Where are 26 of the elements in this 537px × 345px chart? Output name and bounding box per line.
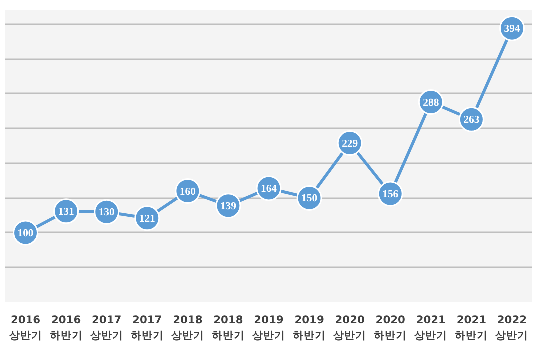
x-tick-label: 2018 상반기 — [171, 314, 204, 342]
data-label: 156 — [382, 190, 400, 201]
x-tick-label: 2021 상반기 — [414, 314, 448, 342]
x-tick-label: 2020 상반기 — [334, 314, 367, 342]
data-label: 229 — [342, 138, 358, 150]
x-tick-label: 2018 하반기 — [212, 314, 245, 342]
data-label: 164 — [261, 184, 278, 195]
data-label: 130 — [98, 208, 115, 219]
data-label: 139 — [220, 201, 236, 212]
data-label: 131 — [58, 206, 74, 218]
x-tick-label: 2016 상반기 — [9, 314, 42, 342]
x-tick-label: 2019 하반기 — [293, 314, 326, 342]
data-label: 288 — [423, 98, 440, 109]
x-tick-label: 2022 상반기 — [496, 314, 529, 342]
x-tick-label: 2016 하반기 — [50, 314, 83, 342]
x-tick-label: 2017 상반기 — [90, 314, 124, 342]
data-label: 150 — [302, 194, 318, 205]
data-label: 160 — [180, 186, 196, 198]
data-label: 100 — [18, 228, 34, 240]
data-label: 121 — [139, 214, 156, 225]
data-label: 263 — [464, 115, 480, 126]
x-tick-label: 2019 상반기 — [252, 314, 286, 342]
x-tick-label: 2017 하반기 — [130, 314, 164, 342]
x-tick-label: 2020 하반기 — [374, 314, 408, 342]
x-tick-label: 2021 하반기 — [455, 314, 488, 342]
data-label: 394 — [504, 24, 521, 36]
